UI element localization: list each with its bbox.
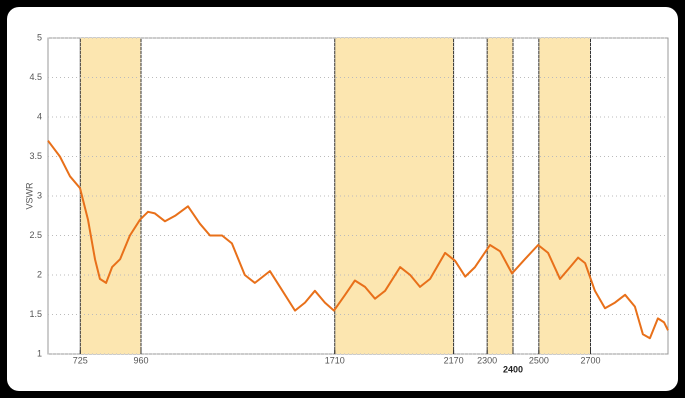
- y-tick-label: 1.5: [29, 309, 42, 319]
- y-tick-label: 1: [37, 348, 42, 358]
- y-tick-label: 2: [37, 269, 42, 279]
- series-line: [47, 140, 669, 340]
- y-tick-label: 3: [37, 190, 42, 200]
- y-tick-label: 2.5: [29, 230, 42, 240]
- y-tick-label: 3.5: [29, 151, 42, 161]
- x-tick-label: 2400: [503, 364, 523, 374]
- x-tick-label: 2700: [580, 355, 600, 365]
- x-tick-label: 2300: [477, 355, 497, 365]
- y-tick-label: 5: [37, 32, 42, 42]
- x-tick-label: 2170: [444, 355, 464, 365]
- y-tick-label: 4: [37, 111, 42, 121]
- x-tick-label: 960: [133, 355, 148, 365]
- y-tick-label: 4.5: [29, 72, 42, 82]
- highlight-band: [80, 38, 141, 354]
- x-tick-label: 1710: [325, 355, 345, 365]
- x-tick-label: 725: [73, 355, 88, 365]
- highlight-band: [334, 38, 454, 354]
- x-tick-label: 2500: [529, 355, 549, 365]
- y-axis-label: VSWR: [24, 182, 34, 210]
